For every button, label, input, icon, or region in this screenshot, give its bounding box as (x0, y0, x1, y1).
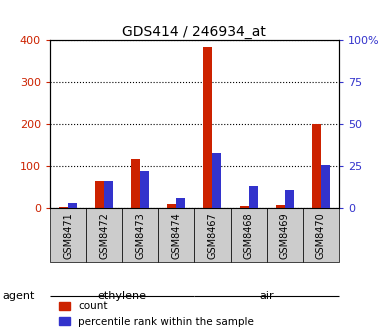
Title: GDS414 / 246934_at: GDS414 / 246934_at (122, 25, 266, 39)
Text: GSM8467: GSM8467 (208, 212, 218, 259)
Bar (239, 206, 249, 208)
Text: GSM8472: GSM8472 (99, 212, 109, 259)
Bar (104, 181, 113, 208)
Text: GSM8469: GSM8469 (280, 212, 290, 258)
Bar (312, 124, 321, 208)
Bar (266, 208, 303, 262)
Legend: count, percentile rank within the sample: count, percentile rank within the sample (55, 297, 258, 331)
Bar (176, 198, 186, 208)
Text: GSM8468: GSM8468 (244, 212, 254, 258)
Bar (50, 208, 86, 262)
Bar (194, 208, 231, 262)
Bar (167, 204, 176, 208)
Bar (158, 208, 194, 262)
Text: GSM8471: GSM8471 (63, 212, 73, 259)
Text: ethylene: ethylene (98, 291, 147, 301)
Bar (203, 47, 213, 208)
Text: air: air (259, 291, 274, 301)
Bar (285, 190, 294, 208)
Bar (122, 208, 158, 262)
Bar (59, 207, 68, 208)
Bar (95, 181, 104, 208)
Bar (68, 203, 77, 208)
Text: GSM8470: GSM8470 (316, 212, 326, 259)
Bar (249, 186, 258, 208)
Bar (140, 171, 149, 208)
Bar (131, 159, 140, 208)
Bar (231, 208, 266, 262)
Bar (321, 165, 330, 208)
Bar (213, 153, 221, 208)
Text: GSM8473: GSM8473 (135, 212, 145, 259)
Bar (86, 208, 122, 262)
Text: agent: agent (2, 291, 34, 301)
Text: GSM8474: GSM8474 (171, 212, 181, 259)
Bar (303, 208, 339, 262)
Bar (276, 205, 285, 208)
